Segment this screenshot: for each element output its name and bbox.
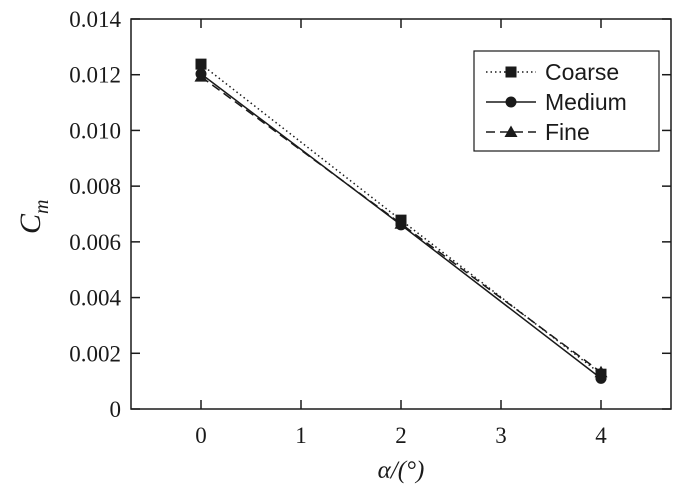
x-axis-title: α/(°) bbox=[378, 457, 425, 484]
data-point-coarse bbox=[195, 58, 207, 70]
axes-layer: 0 0.002 0.004 0.006 0.008 0.010 0.012 0.014 0 1 2 3… bbox=[14, 7, 672, 484]
data-point-fine bbox=[194, 70, 208, 82]
legend-item-fine: Fine bbox=[486, 119, 590, 145]
legend-label: Medium bbox=[545, 89, 627, 115]
y-tick-label: 0 bbox=[110, 397, 122, 422]
legend-marker-circle bbox=[505, 96, 517, 108]
series-layer bbox=[194, 58, 608, 384]
series-line-fine bbox=[200, 76, 602, 373]
legend-marker-square bbox=[505, 66, 517, 78]
y-tick-label: 0.002 bbox=[69, 341, 121, 366]
legend: Coarse Medium Fine bbox=[473, 50, 660, 152]
y-tick-label: 0.008 bbox=[69, 174, 121, 199]
x-tick-label: 1 bbox=[295, 423, 307, 448]
y-axis-title: Cm bbox=[14, 200, 53, 234]
x-tick-label: 4 bbox=[595, 423, 607, 448]
data-point-fine bbox=[594, 365, 608, 378]
y-tick-label: 0.012 bbox=[69, 63, 121, 88]
legend-label: Coarse bbox=[545, 59, 619, 85]
legend-box bbox=[473, 50, 660, 152]
legend-label: Fine bbox=[545, 119, 590, 145]
legend-item-medium: Medium bbox=[486, 89, 627, 115]
legend-item-coarse: Coarse bbox=[486, 59, 619, 85]
legend-marker-triangle bbox=[504, 125, 518, 137]
x-tick-label: 2 bbox=[395, 423, 407, 448]
y-axis-title-main: C bbox=[14, 213, 47, 234]
series-fine bbox=[194, 70, 608, 378]
y-tick-label: 0.004 bbox=[69, 286, 121, 311]
y-tick-label: 0.010 bbox=[69, 118, 121, 143]
y-tick-label: 0.014 bbox=[69, 7, 121, 32]
x-tick-label: 0 bbox=[195, 423, 207, 448]
data-point-fine bbox=[394, 217, 408, 229]
x-tick-label: 3 bbox=[495, 423, 507, 448]
y-axis-title-sub: m bbox=[31, 200, 53, 214]
y-tick-label: 0.006 bbox=[69, 230, 121, 255]
